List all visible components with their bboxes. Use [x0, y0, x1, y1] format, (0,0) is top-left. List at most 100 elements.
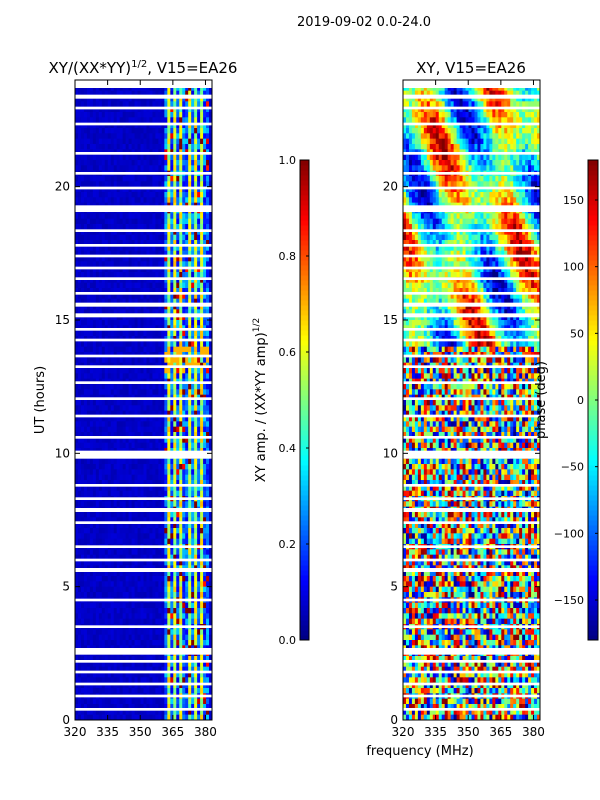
amp-cell — [161, 229, 165, 236]
amp-cell — [122, 442, 127, 449]
amp-cell — [164, 261, 168, 268]
amp-cell — [173, 533, 177, 540]
amp-cell — [167, 560, 171, 566]
amp-cell — [92, 389, 97, 396]
amp-cell — [131, 640, 135, 646]
amp-cell — [143, 240, 147, 246]
amp-cell — [77, 560, 82, 566]
amp-cell — [95, 144, 100, 150]
amp-cell — [182, 128, 186, 134]
amp-cell — [200, 634, 204, 641]
amp-cell — [86, 261, 91, 268]
amp-cell — [134, 373, 138, 380]
amp-cell — [146, 432, 150, 438]
amp-cell — [155, 576, 159, 582]
amp-cell — [170, 538, 174, 545]
amp-cell — [137, 400, 141, 406]
amp-cell — [143, 197, 147, 204]
amp-cell — [203, 549, 207, 556]
amp-cell — [77, 144, 82, 150]
amp-cell — [98, 298, 103, 305]
amp-cell — [98, 154, 103, 161]
amp-cell — [185, 485, 189, 492]
amp-cell — [200, 197, 204, 204]
amp-cell — [107, 618, 112, 625]
amp-cell — [182, 101, 186, 108]
amp-cell — [206, 549, 210, 556]
amp-cell — [146, 586, 150, 593]
amp-cell — [179, 160, 183, 166]
amp-cell — [131, 357, 135, 364]
amp-cell — [146, 240, 150, 246]
amp-cell — [203, 432, 207, 438]
amp-cell — [176, 373, 180, 380]
amp-cell — [143, 245, 147, 252]
amp-cell — [203, 485, 207, 492]
amp-cell — [140, 330, 144, 337]
amp-cell — [179, 522, 183, 529]
amp-cell — [104, 421, 109, 428]
amp-cell — [161, 485, 165, 492]
amp-cell — [152, 442, 156, 449]
amp-cell — [101, 538, 106, 545]
amp-cell — [110, 160, 115, 166]
amp-cell — [155, 213, 159, 220]
amp-cell — [140, 416, 144, 422]
amp-cell — [182, 442, 186, 449]
amp-cell — [125, 240, 130, 246]
amp-cell — [158, 416, 162, 422]
amp-cell — [110, 138, 115, 145]
amp-cell — [164, 458, 168, 465]
amp-cell — [86, 213, 91, 220]
amp-cell — [128, 586, 132, 593]
amp-cell — [92, 117, 97, 124]
amp-cell — [143, 165, 147, 172]
amp-cell — [176, 261, 180, 268]
amp-heatmap[interactable] — [75, 80, 212, 720]
amp-cell — [107, 480, 112, 486]
amp-cell — [131, 186, 135, 193]
amp-cell — [140, 154, 144, 161]
amp-cell — [161, 245, 165, 252]
amp-cell — [191, 330, 195, 337]
amp-cell — [143, 629, 147, 636]
amp-cell — [80, 256, 85, 262]
amp-cell — [164, 288, 168, 294]
amp-cell — [197, 421, 201, 428]
amp-cell — [101, 522, 106, 529]
amp-cell — [143, 432, 147, 438]
amp-cell — [170, 608, 174, 614]
amp-cell — [89, 581, 94, 588]
amp-cell — [77, 293, 82, 300]
amp-cell — [80, 144, 85, 150]
amp-cell — [77, 96, 82, 102]
amp-cell — [200, 90, 204, 97]
amp-cell — [143, 485, 147, 492]
amp-cell — [161, 528, 165, 534]
amp-cell — [110, 410, 115, 417]
amp-cell — [155, 421, 159, 428]
amp-cell — [176, 469, 180, 476]
amp-cell — [149, 416, 153, 422]
amp-cell — [86, 634, 91, 641]
amp-cell — [185, 570, 189, 577]
amp-cell — [89, 288, 94, 294]
amp-cell — [149, 176, 153, 182]
amp-cell — [98, 586, 103, 593]
amp-cell — [137, 389, 141, 396]
amp-cell — [185, 458, 189, 465]
amp-cell — [134, 85, 138, 92]
amp-cell — [200, 480, 204, 486]
amp-cell — [161, 608, 165, 614]
amp-cell — [173, 160, 177, 166]
amp-cell — [125, 426, 130, 433]
amp-cell — [170, 96, 174, 102]
amp-cell — [80, 197, 85, 204]
amp-cell — [149, 640, 153, 646]
amp-cell — [161, 469, 165, 476]
amp-cell — [107, 640, 112, 646]
amp-cell — [89, 618, 94, 625]
amp-cell — [185, 234, 189, 241]
amp-cell — [203, 528, 207, 534]
amp-cell — [95, 154, 100, 161]
